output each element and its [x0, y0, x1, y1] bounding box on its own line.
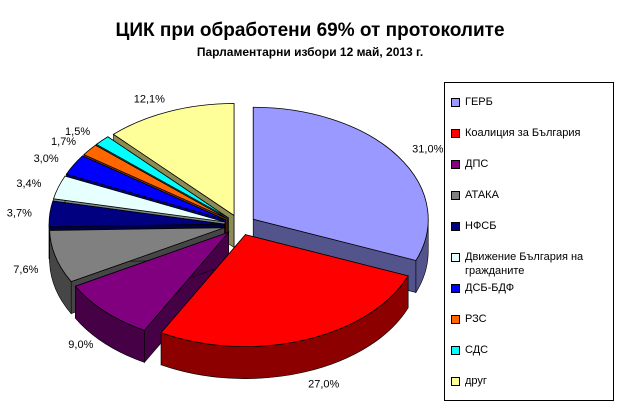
pie-tops	[48, 103, 429, 348]
legend-swatch	[451, 253, 460, 262]
data-label-9: 1,5%	[65, 126, 90, 138]
legend-label: РЗС	[465, 313, 487, 325]
legend-swatch	[451, 315, 460, 324]
legend-swatch	[451, 160, 460, 169]
legend-swatch	[451, 284, 460, 293]
data-label-6: 3,4%	[16, 178, 41, 190]
legend-swatch	[451, 129, 460, 138]
legend-label: ГЕРБ	[465, 96, 493, 108]
legend-label: ДСБ-БДФ	[465, 282, 515, 294]
pie-slice-8	[83, 144, 228, 220]
data-label-10: 12,1%	[134, 93, 165, 105]
data-label-7: 3,0%	[34, 153, 59, 165]
legend-label: СДС	[465, 344, 489, 356]
legend-swatch	[451, 222, 460, 231]
pie-slice-6	[53, 175, 225, 223]
data-label-1: 31,0%	[412, 143, 443, 155]
chart-title: ЦИК при обработени 69% от протоколите	[115, 20, 505, 41]
legend-swatch	[451, 98, 460, 107]
legend-label: Коалиция за България	[465, 127, 581, 139]
data-label-3: 9,0%	[68, 339, 93, 351]
pie-slice-10	[112, 103, 235, 217]
pie-slice-9	[95, 136, 229, 219]
data-label-2: 27,0%	[308, 378, 339, 390]
data-label-8: 1,7%	[51, 136, 76, 148]
pie-slice-3	[74, 231, 230, 331]
legend-label: АТАКА	[465, 189, 499, 201]
legend-label: Движение България на гражданите	[465, 251, 584, 277]
legend-label: ДПС	[465, 158, 489, 170]
pie-slice-7	[65, 155, 227, 221]
pie-slice-1	[252, 106, 429, 261]
pie-slice-4	[49, 227, 225, 283]
data-label-5: 3,7%	[7, 208, 32, 220]
legend-label: друг	[465, 375, 487, 387]
pie-slice-2	[160, 234, 409, 348]
pie-labels: 31,0% 27,0% 9,0% 7,6% 3,7% 3,4% 3,0% 1,7%1,5% 12…	[7, 93, 444, 390]
legend-swatch	[451, 346, 460, 355]
legend-label: НФСБ	[465, 220, 497, 232]
chart-legend: ГЕРБ Коалиция за България ДПС АТАКА НФСБ Движ…	[444, 82, 614, 401]
legend-swatch	[451, 377, 460, 386]
legend-swatch	[451, 191, 460, 200]
data-label-4: 7,6%	[13, 264, 38, 276]
pie-slice-5	[48, 200, 225, 228]
chart-subtitle: Парламентарни избори 12 май, 2013 г.	[196, 45, 424, 59]
